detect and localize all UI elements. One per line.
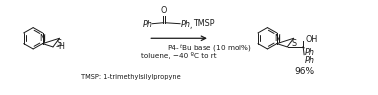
Text: N: N xyxy=(40,34,45,43)
Text: S: S xyxy=(57,39,62,48)
Text: Ph: Ph xyxy=(305,56,315,65)
Text: toluene, −40 ºC to rt: toluene, −40 ºC to rt xyxy=(141,52,217,59)
Text: 96%: 96% xyxy=(294,67,314,76)
Text: TMSP: TMSP xyxy=(193,19,214,28)
Text: $^{t}$Bu base (10 mol%): $^{t}$Bu base (10 mol%) xyxy=(179,42,252,54)
Text: N: N xyxy=(274,34,280,43)
Text: –H: –H xyxy=(56,42,66,51)
Text: O: O xyxy=(161,6,167,15)
Text: Ph: Ph xyxy=(305,48,315,57)
Text: Ph: Ph xyxy=(142,20,152,29)
Text: P4-: P4- xyxy=(167,45,179,51)
Text: S: S xyxy=(291,39,296,48)
Text: OH: OH xyxy=(305,35,318,44)
Text: Ph: Ph xyxy=(181,20,191,29)
Text: ,: , xyxy=(189,21,191,30)
Text: TMSP: 1-trimethylsilylpropyne: TMSP: 1-trimethylsilylpropyne xyxy=(81,74,180,80)
